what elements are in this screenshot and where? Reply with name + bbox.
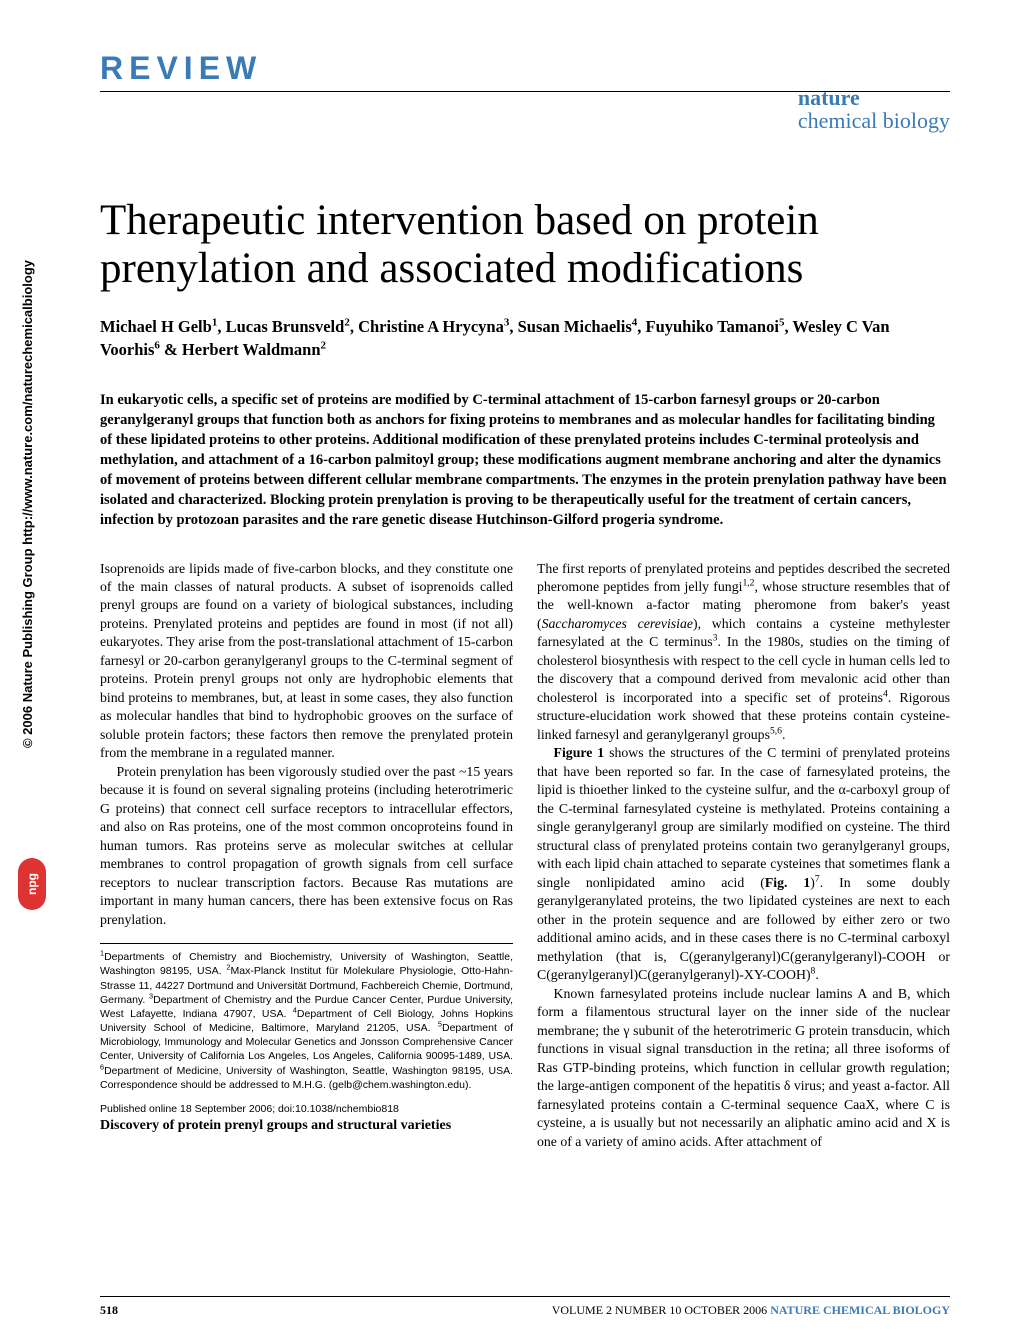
page-number: 518 xyxy=(100,1303,118,1318)
issue-info: VOLUME 2 NUMBER 10 OCTOBER 2006 NATURE C… xyxy=(552,1303,950,1318)
author-list: Michael H Gelb1, Lucas Brunsveld2, Chris… xyxy=(100,315,950,361)
affiliations: 1Departments of Chemistry and Biochemist… xyxy=(100,950,513,1092)
section-label: REVIEW xyxy=(100,50,950,87)
abstract: In eukaryotic cells, a specific set of p… xyxy=(100,390,950,530)
journal-line1: nature xyxy=(798,86,950,109)
body-text: Isoprenoids are lipids made of five-carb… xyxy=(100,560,950,1152)
article-title: Therapeutic intervention based on protei… xyxy=(100,197,950,293)
body-p2: Protein prenylation has been vigorously … xyxy=(100,763,513,929)
body-p1: Isoprenoids are lipids made of five-carb… xyxy=(100,560,513,763)
journal-brand: nature chemical biology xyxy=(798,86,950,132)
body-p4: Figure 1 shows the structures of the C t… xyxy=(537,744,950,984)
section-heading-1: Discovery of protein prenyl groups and s… xyxy=(100,1116,513,1136)
journal-line2: chemical biology xyxy=(798,109,950,132)
body-p3: The first reports of prenylated proteins… xyxy=(537,560,950,745)
published-line: Published online 18 September 2006; doi:… xyxy=(100,1102,513,1116)
affil-rule xyxy=(100,943,513,944)
page-footer: 518 VOLUME 2 NUMBER 10 OCTOBER 2006 NATU… xyxy=(100,1296,950,1318)
body-p5: Known farnesylated proteins include nucl… xyxy=(537,985,950,1151)
